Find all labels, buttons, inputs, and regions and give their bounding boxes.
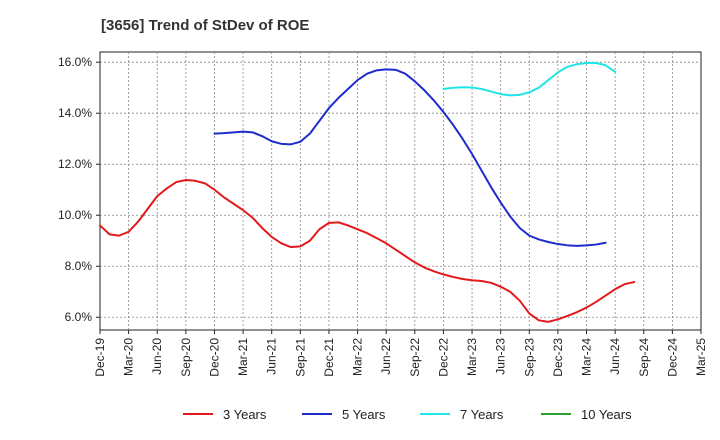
x-tick-label: Jun-22 bbox=[379, 338, 393, 375]
legend-item-7-years: 7 Years bbox=[420, 407, 504, 422]
chart-title: [3656] Trend of StDev of ROE bbox=[101, 17, 309, 34]
x-tick-label: Mar-21 bbox=[236, 338, 250, 376]
x-tick-label: Dec-23 bbox=[551, 338, 565, 377]
x-tick-label: Jun-24 bbox=[608, 338, 622, 375]
plot-area bbox=[99, 51, 702, 331]
legend-item-10-years: 10 Years bbox=[541, 407, 632, 422]
x-tick-label: Sep-23 bbox=[522, 338, 536, 377]
x-axis: Dec-19 Mar-20 Jun-20 Sep-20 Dec-20 Mar-21 Jun-… bbox=[93, 330, 708, 377]
series-lines bbox=[99, 61, 636, 323]
x-tick-label: Mar-22 bbox=[351, 338, 365, 376]
legend: 3 Years 5 Years 7 Years 10 Years bbox=[183, 407, 632, 422]
x-tick-label: Sep-20 bbox=[179, 338, 193, 377]
legend-label: 10 Years bbox=[581, 407, 632, 422]
y-tick-label: 8.0% bbox=[65, 259, 93, 273]
x-tick-label: Mar-25 bbox=[694, 338, 708, 376]
y-gridlines bbox=[100, 61, 701, 318]
x-tick-label: Sep-22 bbox=[408, 338, 422, 377]
x-tick-label: Mar-23 bbox=[465, 338, 479, 376]
legend-item-5-years: 5 Years bbox=[302, 407, 386, 422]
series-line-7-years bbox=[442, 61, 617, 97]
y-tick-label: 16.0% bbox=[58, 55, 92, 69]
x-tick-label: Jun-21 bbox=[265, 338, 279, 375]
y-tick-label: 14.0% bbox=[58, 106, 92, 120]
y-tick-label: 6.0% bbox=[65, 310, 93, 324]
legend-label: 7 Years bbox=[460, 407, 504, 422]
x-tick-label: Mar-20 bbox=[122, 338, 136, 376]
x-tick-label: Mar-24 bbox=[580, 338, 594, 376]
x-tick-label: Jun-20 bbox=[150, 338, 164, 375]
legend-label: 5 Years bbox=[342, 407, 386, 422]
x-tick-label: Dec-21 bbox=[322, 338, 336, 377]
x-tick-label: Dec-19 bbox=[93, 338, 107, 377]
y-tick-label: 12.0% bbox=[58, 157, 92, 171]
series-line-5-years bbox=[213, 68, 607, 247]
x-tick-label: Sep-21 bbox=[293, 338, 307, 377]
series-line-3-years bbox=[99, 179, 636, 323]
x-tick-label: Jun-23 bbox=[494, 338, 508, 375]
legend-item-3-years: 3 Years bbox=[183, 407, 267, 422]
x-tick-label: Dec-22 bbox=[436, 338, 450, 377]
x-tick-label: Dec-24 bbox=[665, 338, 679, 377]
y-axis: 6.0% 8.0% 10.0% 12.0% 14.0% 16.0% bbox=[58, 55, 100, 324]
x-tick-label: Dec-20 bbox=[207, 338, 221, 377]
x-tick-label: Sep-24 bbox=[637, 338, 651, 377]
legend-label: 3 Years bbox=[223, 407, 267, 422]
y-tick-label: 10.0% bbox=[58, 208, 92, 222]
